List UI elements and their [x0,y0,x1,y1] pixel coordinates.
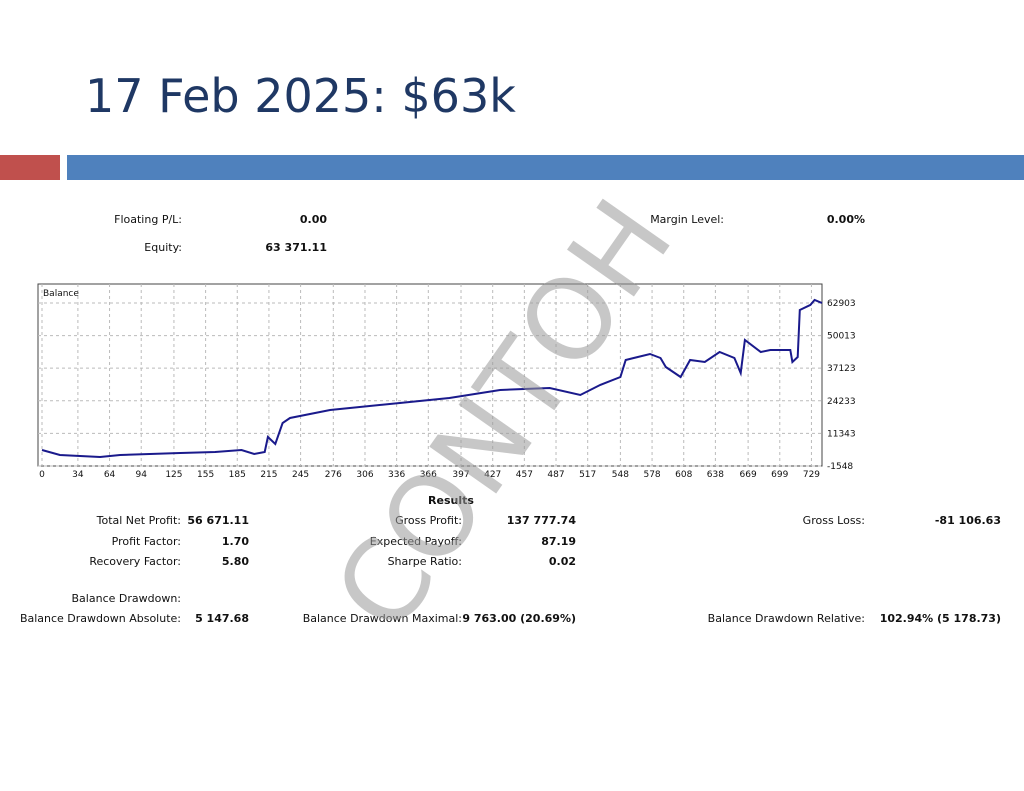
x-tick-label: 215 [260,470,277,480]
stat-value: 0.00% [827,213,865,226]
x-tick-label: 125 [165,470,182,480]
y-tick-label: 37123 [827,364,856,374]
header-bar [67,155,1024,180]
stat-label: Sharpe Ratio: [388,555,462,568]
x-tick-label: 427 [484,470,501,480]
stat-label: Balance Drawdown Relative: [708,612,865,625]
stat-value: 0.02 [549,555,576,568]
stat-label: Equity: [144,241,182,254]
x-tick-label: 306 [356,470,373,480]
stat-label: Total Net Profit: [96,514,181,527]
results-title: Results [428,494,474,507]
x-tick-label: 638 [707,470,724,480]
x-tick-label: 245 [292,470,309,480]
stat-value: 137 777.74 [507,514,577,527]
stat-label: Gross Profit: [395,514,462,527]
stat-value: 0.00 [300,213,327,226]
x-tick-label: 34 [72,470,84,480]
stat-label: Profit Factor: [112,535,181,548]
x-tick-label: 276 [325,470,342,480]
stat-label: Balance Drawdown Absolute: [20,612,181,625]
stat-value: -81 106.63 [935,514,1001,527]
chart: -1548 11343 24233 37123 50013 62903 0 34 64 94 125… [38,284,856,480]
y-tick-label: 50013 [827,332,856,342]
x-tick-label: 185 [229,470,246,480]
stat-label: Floating P/L: [114,213,182,226]
x-tick-label: 548 [612,470,629,480]
stat-value: 9 763.00 (20.69%) [462,612,576,625]
x-tick-label: 578 [643,470,660,480]
stat-value: 56 671.11 [187,514,249,527]
x-tick-label: 64 [104,470,116,480]
x-tick-label: 94 [135,470,147,480]
x-tick-label: 729 [803,470,820,480]
x-tick-label: 608 [675,470,692,480]
x-tick-label: 366 [420,470,437,480]
accent-bar [0,155,60,180]
stat-label: Balance Drawdown: [72,592,181,605]
x-tick-label: 517 [579,470,596,480]
stat-value: 63 371.11 [265,241,327,254]
stat-value: 102.94% (5 178.73) [880,612,1001,625]
x-tick-label: 155 [197,470,214,480]
x-tick-label: 699 [771,470,788,480]
x-tick-label: 0 [39,470,45,480]
y-tick-label: -1548 [827,462,853,472]
stat-value: 5 147.68 [195,612,249,625]
y-tick-label: 24233 [827,397,856,407]
stat-label: Recovery Factor: [89,555,181,568]
chart-title: Balance [43,289,79,299]
stat-label: Expected Payoff: [370,535,462,548]
stat-label: Balance Drawdown Maximal: [303,612,462,625]
balance-line [41,298,823,459]
stat-value: 87.19 [541,535,576,548]
stats: Floating P/L: 0.00 Equity: 63 371.11 Margin … [20,213,1001,625]
y-tick-label: 11343 [827,429,856,439]
y-tick-label: 62903 [827,299,856,309]
chart-frame [37,283,823,467]
x-tick-label: 336 [388,470,405,480]
x-tick-label: 669 [740,470,757,480]
x-tick-label: 487 [547,470,564,480]
x-tick-label: 397 [452,470,469,480]
stat-value: 1.70 [222,535,249,548]
slide-title: 17 Feb 2025: $63k [85,69,516,123]
stat-value: 5.80 [222,555,249,568]
stat-label: Gross Loss: [803,514,865,527]
x-tick-label: 457 [516,470,533,480]
stat-label: Margin Level: [650,213,724,226]
